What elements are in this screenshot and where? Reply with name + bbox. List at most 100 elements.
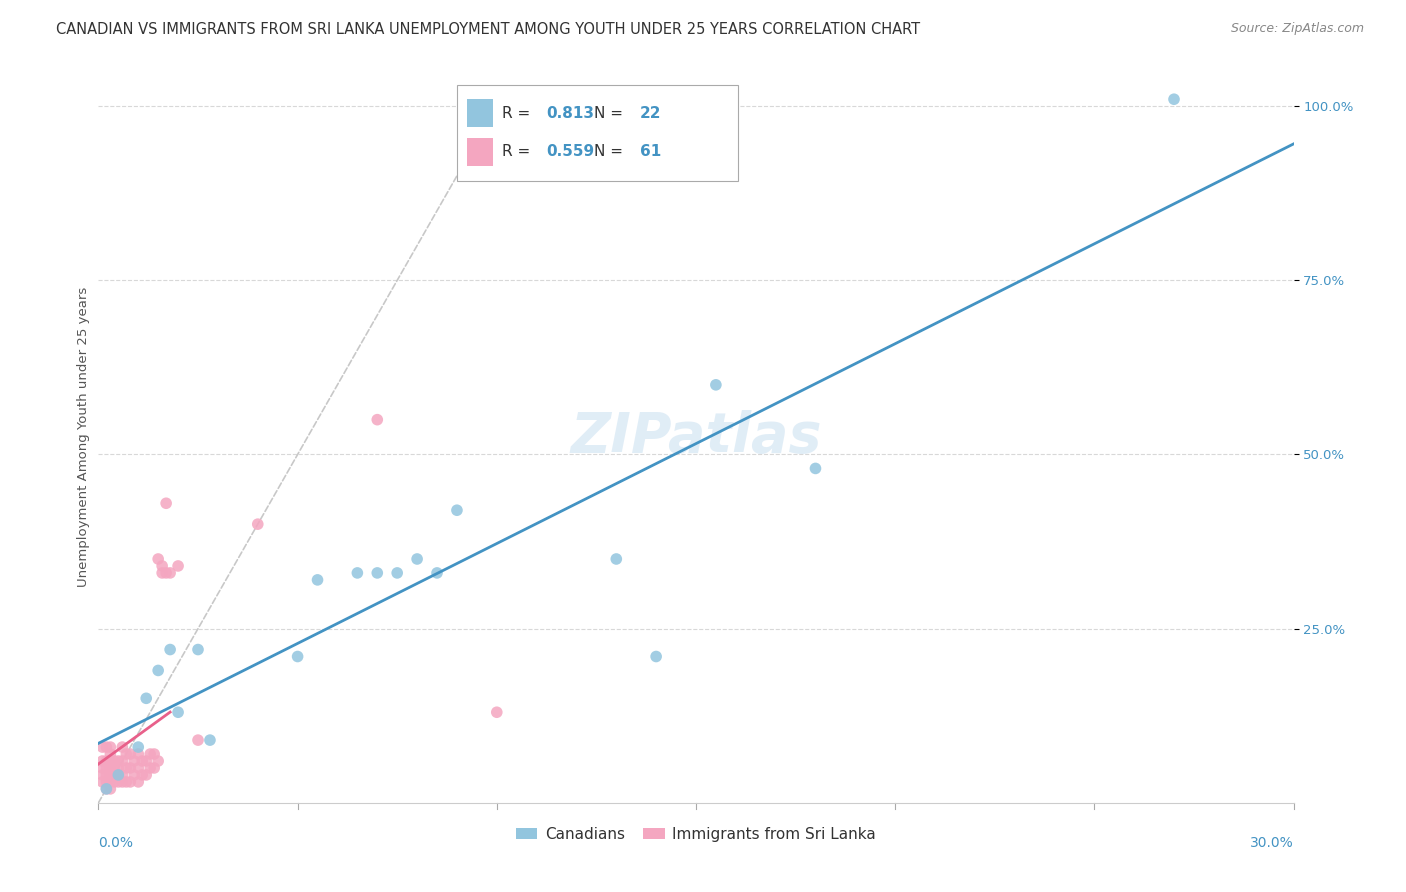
Point: [103, 754, 125, 768]
Point: [98, 775, 122, 789]
Point: [96, 781, 118, 796]
Point: [111, 768, 134, 782]
Point: [131, 754, 153, 768]
Point: [167, 705, 190, 719]
Point: [107, 754, 129, 768]
Point: [1163, 92, 1185, 106]
Point: [131, 768, 153, 782]
Point: [143, 747, 166, 761]
Point: [127, 740, 149, 755]
Text: N =: N =: [595, 145, 628, 160]
Point: [111, 775, 134, 789]
Point: [120, 747, 142, 761]
Point: [107, 775, 129, 789]
Point: [366, 412, 388, 426]
Point: [91, 768, 114, 782]
FancyBboxPatch shape: [457, 85, 738, 181]
Point: [96, 740, 118, 755]
Point: [150, 566, 173, 580]
Point: [155, 566, 177, 580]
Point: [148, 664, 170, 678]
Point: [135, 768, 157, 782]
Point: [98, 781, 122, 796]
Point: [111, 740, 134, 755]
Point: [366, 566, 388, 580]
Point: [96, 775, 118, 789]
Point: [96, 781, 118, 796]
Point: [115, 775, 138, 789]
Point: [135, 754, 157, 768]
Point: [98, 768, 122, 782]
Point: [111, 754, 134, 768]
Point: [96, 761, 118, 775]
Point: [605, 552, 627, 566]
Point: [91, 775, 114, 789]
Point: [198, 733, 221, 747]
Point: [115, 761, 138, 775]
Point: [120, 761, 142, 775]
Point: [159, 566, 181, 580]
Point: [107, 761, 129, 775]
Point: [385, 566, 409, 580]
Text: ZIPatlas: ZIPatlas: [571, 410, 821, 464]
Text: 0.813: 0.813: [547, 105, 595, 120]
Legend: Canadians, Immigrants from Sri Lanka: Canadians, Immigrants from Sri Lanka: [510, 821, 882, 847]
Point: [148, 552, 170, 566]
Text: CANADIAN VS IMMIGRANTS FROM SRI LANKA UNEMPLOYMENT AMONG YOUTH UNDER 25 YEARS CO: CANADIAN VS IMMIGRANTS FROM SRI LANKA UN…: [56, 22, 921, 37]
Point: [96, 754, 118, 768]
Text: 30.0%: 30.0%: [1250, 836, 1294, 850]
Point: [98, 754, 122, 768]
Point: [135, 691, 157, 706]
Point: [155, 496, 177, 510]
Point: [704, 377, 727, 392]
Point: [127, 761, 149, 775]
Point: [446, 503, 468, 517]
Y-axis label: Unemployment Among Youth under 25 years: Unemployment Among Youth under 25 years: [77, 287, 90, 587]
Point: [346, 566, 368, 580]
Point: [98, 747, 122, 761]
Bar: [467, 99, 494, 127]
Point: [127, 775, 149, 789]
Text: Source: ZipAtlas.com: Source: ZipAtlas.com: [1230, 22, 1364, 36]
Point: [115, 747, 138, 761]
Point: [124, 754, 146, 768]
Point: [96, 768, 118, 782]
Point: [91, 754, 114, 768]
Bar: [467, 138, 494, 166]
Point: [98, 740, 122, 755]
Point: [406, 552, 429, 566]
Point: [91, 740, 114, 755]
Point: [103, 761, 125, 775]
Text: R =: R =: [502, 145, 536, 160]
Point: [187, 642, 209, 657]
Point: [159, 642, 181, 657]
Point: [107, 768, 129, 782]
Point: [127, 747, 149, 761]
Point: [107, 768, 129, 782]
Point: [103, 775, 125, 789]
Point: [645, 649, 668, 664]
Point: [124, 768, 146, 782]
Text: 61: 61: [640, 145, 661, 160]
Point: [307, 573, 329, 587]
Point: [287, 649, 309, 664]
Point: [167, 558, 190, 573]
Point: [426, 566, 449, 580]
Text: 0.559: 0.559: [547, 145, 595, 160]
Point: [187, 733, 209, 747]
Text: R =: R =: [502, 105, 536, 120]
Point: [103, 768, 125, 782]
Point: [143, 761, 166, 775]
Point: [120, 775, 142, 789]
Point: [246, 517, 269, 532]
Point: [139, 747, 162, 761]
Point: [98, 761, 122, 775]
Point: [148, 754, 170, 768]
Point: [485, 705, 508, 719]
Point: [804, 461, 827, 475]
Text: N =: N =: [595, 105, 628, 120]
Point: [91, 761, 114, 775]
Text: 22: 22: [640, 105, 661, 120]
Point: [139, 761, 162, 775]
Point: [150, 558, 173, 573]
